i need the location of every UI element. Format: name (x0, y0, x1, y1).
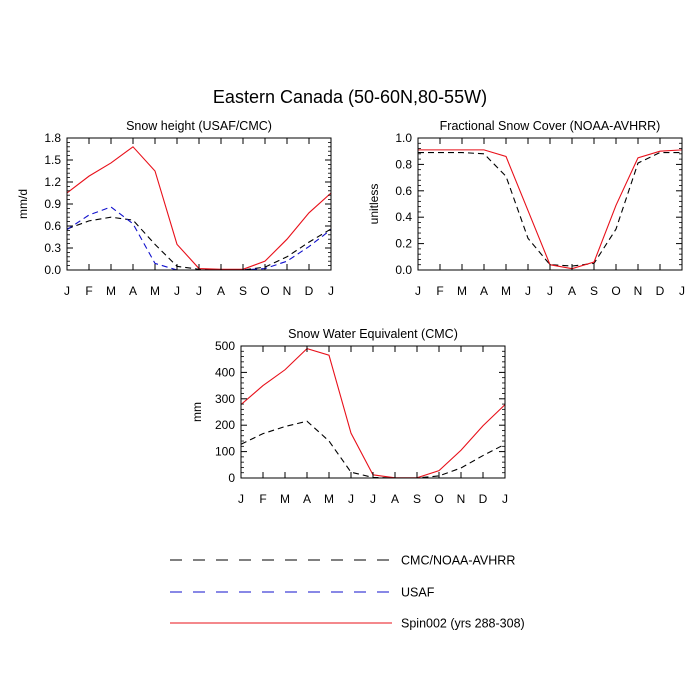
legend-label: Spin002 (yrs 288-308) (401, 617, 525, 631)
figure-title: Eastern Canada (50-60N,80-55W) (213, 87, 487, 107)
y-tick-label: 0.9 (44, 197, 61, 211)
x-tick-label: J (415, 284, 421, 298)
x-tick-label: A (568, 284, 576, 298)
series-group (241, 348, 505, 478)
x-tick-label: J (679, 284, 685, 298)
x-tick-label: A (391, 492, 399, 506)
y-tick-label: 0.8 (395, 157, 412, 171)
y-axis-label: mm (190, 402, 204, 422)
x-tick-label: F (259, 492, 266, 506)
x-tick-label: D (656, 284, 665, 298)
y-tick-label: 100 (215, 445, 235, 459)
series-line (241, 420, 505, 478)
chart-panels: Snow height (USAF/CMC) mm/d 0.0 0.3 0.6 0.9 1.… (16, 119, 685, 506)
x-tick-label: J (196, 284, 202, 298)
y-tick-label: 200 (215, 418, 235, 432)
series-group (67, 146, 331, 270)
legend-item: CMC/NOAA-AVHRR (170, 554, 515, 568)
y-tick-label: 0.6 (44, 219, 61, 233)
x-tick-label: A (217, 284, 225, 298)
legend-item: Spin002 (yrs 288-308) (170, 617, 525, 631)
y-tick-label: 0.6 (395, 184, 412, 198)
legend-label: USAF (401, 586, 435, 600)
chart-title: Snow Water Equivalent (CMC) (288, 327, 458, 341)
x-tick-label: J (370, 492, 376, 506)
chart-panel: Snow height (USAF/CMC) mm/d 0.0 0.3 0.6 0.9 1.… (16, 119, 334, 298)
x-tick-label: S (590, 284, 598, 298)
x-tick-label: A (303, 492, 311, 506)
x-tick-label: O (260, 284, 269, 298)
x-tick-label: S (239, 284, 247, 298)
x-tick-label: M (150, 284, 160, 298)
y-tick-label: 0 (228, 471, 235, 485)
x-tick-label: M (106, 284, 116, 298)
x-tick-label: M (457, 284, 467, 298)
y-tick-label: 1.8 (44, 131, 61, 145)
x-tick-label: J (328, 284, 334, 298)
x-tick-label: J (348, 492, 354, 506)
y-tick-label: 1.5 (44, 153, 61, 167)
x-tick-label: N (634, 284, 643, 298)
y-tick-label: 0.3 (44, 241, 61, 255)
chart-title: Snow height (USAF/CMC) (126, 119, 272, 133)
y-tick-label: 500 (215, 339, 235, 353)
chart-title: Fractional Snow Cover (NOAA-AVHRR) (440, 119, 661, 133)
chart-panel: Fractional Snow Cover (NOAA-AVHRR) unitle… (367, 119, 685, 298)
x-tick-label: O (611, 284, 620, 298)
x-tick-label: N (457, 492, 466, 506)
y-tick-label: 1.2 (44, 175, 61, 189)
x-tick-label: O (434, 492, 443, 506)
legend-item: USAF (170, 586, 435, 600)
series-line (67, 206, 331, 270)
y-axis-label: mm/d (16, 189, 30, 219)
x-tick-label: F (436, 284, 443, 298)
y-tick-label: 1.0 (395, 131, 412, 145)
y-tick-label: 0.4 (395, 210, 412, 224)
y-tick-label: 0.0 (44, 263, 61, 277)
x-tick-label: J (502, 492, 508, 506)
series-line (418, 151, 682, 267)
y-tick-label: 0.2 (395, 237, 412, 251)
series-line (418, 149, 682, 270)
series-line (241, 348, 505, 478)
y-tick-label: 300 (215, 392, 235, 406)
x-tick-label: M (501, 284, 511, 298)
x-tick-label: J (174, 284, 180, 298)
x-tick-label: A (129, 284, 137, 298)
y-tick-label: 0.0 (395, 263, 412, 277)
y-axis-label: unitless (367, 184, 381, 225)
x-tick-label: M (324, 492, 334, 506)
chart-panel: Snow Water Equivalent (CMC) mm 0 100 200 300 4… (190, 327, 508, 506)
x-tick-label: M (280, 492, 290, 506)
plot-frame (66, 137, 332, 271)
y-tick-label: 400 (215, 365, 235, 379)
x-tick-label: S (413, 492, 421, 506)
x-tick-label: A (480, 284, 488, 298)
x-tick-label: D (305, 284, 314, 298)
x-tick-label: F (85, 284, 92, 298)
series-group (418, 149, 682, 270)
x-tick-label: J (547, 284, 553, 298)
x-tick-label: J (238, 492, 244, 506)
series-line (67, 216, 331, 270)
x-tick-label: N (283, 284, 292, 298)
plot-frame (240, 345, 506, 479)
legend: CMC/NOAA-AVHRR USAF Spin002 (yrs 288-308) (170, 554, 525, 631)
x-tick-label: D (479, 492, 488, 506)
x-tick-label: J (64, 284, 70, 298)
legend-label: CMC/NOAA-AVHRR (401, 554, 515, 568)
plot-frame (417, 137, 683, 271)
x-tick-label: J (525, 284, 531, 298)
